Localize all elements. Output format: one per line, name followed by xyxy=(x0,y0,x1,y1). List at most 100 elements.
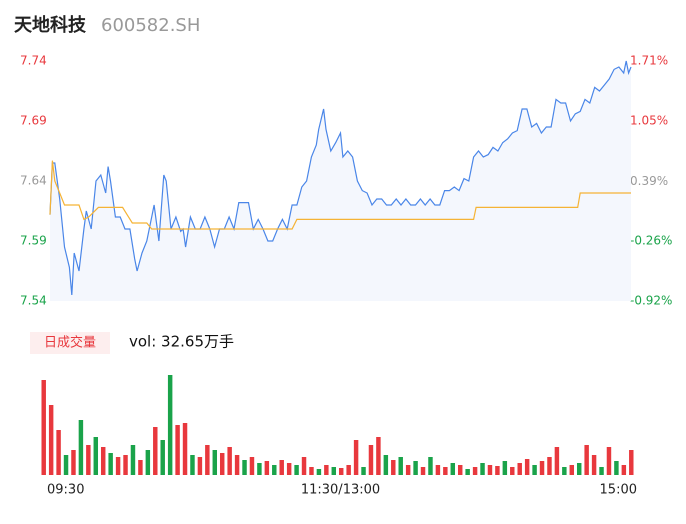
volume-bar xyxy=(264,461,270,475)
volume-bar xyxy=(450,463,456,475)
volume-bar xyxy=(376,437,381,475)
volume-bar xyxy=(480,463,485,475)
volume-bar xyxy=(123,455,128,475)
volume-bar xyxy=(212,450,218,475)
volume-bar xyxy=(457,465,463,475)
volume-bar xyxy=(86,445,91,475)
volume-bar xyxy=(41,380,46,475)
volume-bar xyxy=(576,463,582,475)
volume-bar xyxy=(391,460,396,475)
volume-bar xyxy=(130,445,136,475)
y-tick-label: 7.59 xyxy=(20,234,47,248)
volume-bar xyxy=(510,467,515,475)
volume-bar xyxy=(383,455,389,475)
volume-bar xyxy=(48,405,54,475)
y-tick-label: 7.69 xyxy=(20,114,47,128)
volume-bar xyxy=(205,445,210,475)
stock-name: 天地科技 xyxy=(14,14,87,36)
volume-bar xyxy=(532,465,537,475)
volume-bar xyxy=(405,465,411,475)
volume-bar xyxy=(234,455,240,475)
volume-bar xyxy=(197,457,203,475)
volume-bar xyxy=(346,465,351,475)
volume-bar xyxy=(517,463,522,475)
volume-bar xyxy=(145,450,151,475)
volume-bar xyxy=(309,467,314,475)
volume-bar xyxy=(554,447,560,475)
volume-button-label[interactable]: 日成交量 xyxy=(44,335,96,351)
volume-bar xyxy=(621,465,627,475)
volume-bar xyxy=(495,466,500,475)
volume-bar xyxy=(316,469,322,475)
volume-bar xyxy=(398,457,403,475)
volume-bar xyxy=(547,457,552,475)
y-tick-label: 7.74 xyxy=(20,54,47,68)
price-line xyxy=(49,60,632,296)
y-tick-label: 7.54 xyxy=(20,294,47,308)
volume-bar xyxy=(353,440,359,475)
volume-bar xyxy=(539,461,545,475)
volume-bar xyxy=(63,455,69,475)
x-tick-label: 11:30/13:00 xyxy=(301,483,380,498)
volume-bar xyxy=(443,467,448,475)
volume-bar xyxy=(562,467,567,475)
y2-tick-label: -0.26% xyxy=(630,233,672,247)
volume-bar xyxy=(629,450,634,475)
volume-bar xyxy=(167,375,173,475)
volume-bar xyxy=(71,450,76,475)
volume-bar xyxy=(249,457,255,475)
volume-bar xyxy=(227,447,232,475)
volume-button[interactable] xyxy=(30,332,110,354)
volume-bar xyxy=(160,440,165,475)
volume-bar xyxy=(472,467,478,475)
price-area xyxy=(50,61,631,301)
average-line xyxy=(49,160,631,230)
volume-bar xyxy=(93,437,99,475)
volume-bar xyxy=(487,465,493,475)
volume-bar xyxy=(175,425,180,475)
y2-tick-label: 1.71% xyxy=(630,54,668,68)
volume-bar xyxy=(324,465,329,475)
volume-bar xyxy=(584,445,589,475)
volume-bar xyxy=(56,430,61,475)
y2-tick-label: 1.05% xyxy=(630,114,668,128)
volume-bar xyxy=(257,463,262,475)
x-tick-label: 09:30 xyxy=(47,483,84,498)
volume-bar xyxy=(569,465,575,475)
volume-bar xyxy=(428,457,433,475)
volume-bar xyxy=(331,467,337,475)
volume-bar xyxy=(524,459,530,475)
volume-bar xyxy=(338,468,344,475)
volume-bar xyxy=(368,445,374,475)
volume-bar xyxy=(108,453,113,475)
volume-bar xyxy=(272,465,277,475)
volume-bar xyxy=(115,457,121,475)
volume-bar xyxy=(614,461,619,475)
volume-bar xyxy=(413,461,418,475)
volume-bar xyxy=(465,469,470,475)
volume-bar xyxy=(606,447,612,475)
volume-bar xyxy=(294,465,299,475)
volume-bar xyxy=(182,423,188,475)
volume-bar xyxy=(420,467,426,475)
y2-tick-label: -0.92% xyxy=(630,294,672,308)
volume-bar xyxy=(138,460,143,475)
volume-bar xyxy=(502,461,508,475)
volume-bar xyxy=(435,465,441,475)
volume-bar xyxy=(190,455,195,475)
volume-bar xyxy=(286,463,292,475)
volume-label: vol: 32.65万手 xyxy=(129,333,234,351)
volume-bar xyxy=(242,460,247,475)
volume-bar xyxy=(361,467,366,475)
x-tick-label: 15:00 xyxy=(600,483,637,498)
y2-tick-label: 0.39% xyxy=(630,174,668,188)
volume-bar xyxy=(599,467,604,475)
volume-bar xyxy=(301,457,307,475)
y-tick-label: 7.64 xyxy=(20,174,47,188)
volume-bar xyxy=(100,447,106,475)
volume-bar xyxy=(153,427,158,475)
volume-bar xyxy=(591,455,597,475)
volume-bar xyxy=(78,420,84,475)
stock-code: 600582.SH xyxy=(101,15,200,36)
